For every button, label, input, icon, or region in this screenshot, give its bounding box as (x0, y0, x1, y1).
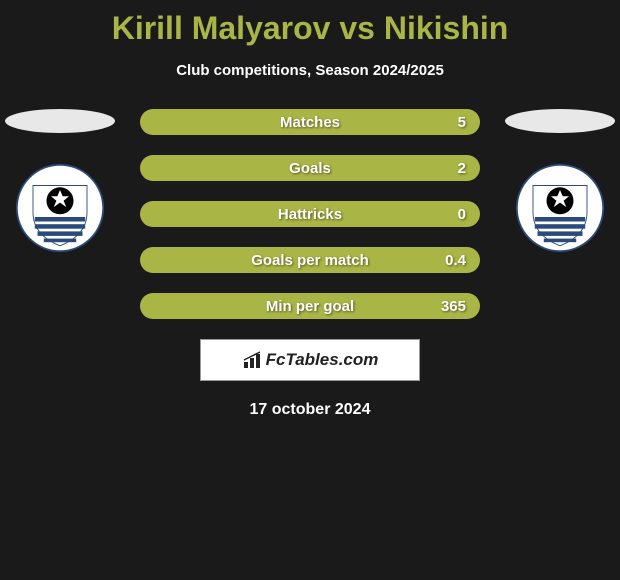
stat-bar-goals: Goals 2 (140, 155, 480, 181)
stat-value: 365 (441, 298, 466, 315)
club-logo-left (15, 163, 105, 253)
stat-label: Goals per match (251, 252, 369, 269)
stat-value: 0 (458, 206, 466, 223)
club-logo-right (515, 163, 605, 253)
stat-value: 0.4 (445, 252, 466, 269)
stat-bar-min-per-goal: Min per goal 365 (140, 293, 480, 319)
stat-label: Hattricks (278, 206, 342, 223)
left-player-badge (5, 109, 115, 253)
stat-value: 2 (458, 160, 466, 177)
subtitle: Club competitions, Season 2024/2025 (0, 62, 620, 79)
stat-bar-matches: Matches 5 (140, 109, 480, 135)
content-area: Matches 5 Goals 2 Hattricks 0 Goals per … (0, 109, 620, 419)
stat-label: Min per goal (266, 298, 354, 315)
right-player-badge (505, 109, 615, 253)
brand-text: FcTables.com (266, 350, 379, 370)
player-ellipse-right (505, 109, 615, 133)
stat-value: 5 (458, 114, 466, 131)
chart-icon (242, 350, 266, 370)
stat-label: Matches (280, 114, 340, 131)
page-title: Kirill Malyarov vs Nikishin (0, 10, 620, 47)
stats-column: Matches 5 Goals 2 Hattricks 0 Goals per … (140, 109, 480, 319)
brand-box[interactable]: FcTables.com (200, 339, 420, 381)
stat-bar-hattricks: Hattricks 0 (140, 201, 480, 227)
date-text: 17 october 2024 (0, 401, 620, 419)
stat-label: Goals (289, 160, 331, 177)
main-container: Kirill Malyarov vs Nikishin Club competi… (0, 0, 620, 419)
stat-bar-goals-per-match: Goals per match 0.4 (140, 247, 480, 273)
player-ellipse-left (5, 109, 115, 133)
